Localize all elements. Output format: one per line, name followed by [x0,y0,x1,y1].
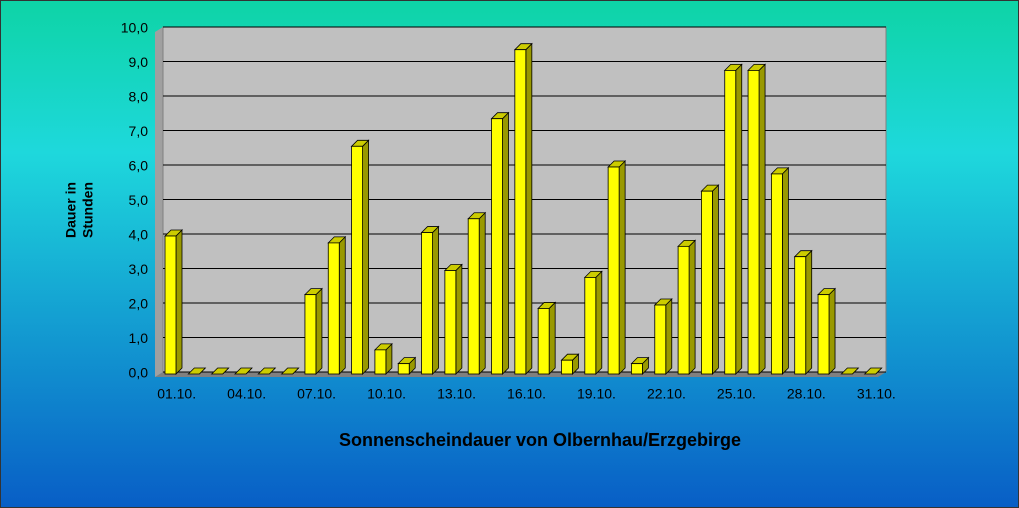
x-tick-label: 04.10. [227,386,266,402]
x-tick-label: 13.10. [437,386,476,402]
bar-side [362,139,369,375]
bar-top [210,367,230,375]
bar-side [781,166,789,375]
bar [444,270,457,375]
bar-side [595,270,603,375]
bar [304,294,317,375]
x-tick-label: 22.10. [647,386,686,402]
bar-side [688,239,696,375]
y-tick-label: 2,0 [129,296,149,312]
bar-side [712,184,719,375]
bar-side [175,229,183,375]
bar [584,276,597,375]
x-tick-label: 10.10. [367,386,406,402]
bar [607,166,620,375]
bar [561,359,573,375]
bar [631,363,643,375]
x-tick-label: 28.10. [787,386,826,402]
bar [677,245,690,375]
y-tick-label: 1,0 [129,330,149,346]
chart-title: Sonnenscheindauer von Olbernhau/Erzgebir… [339,430,741,450]
y-tick-label: 6,0 [129,158,149,174]
bar-side [828,287,836,375]
y-tick-label: 5,0 [129,192,149,208]
y-tick-label: 7,0 [129,123,149,139]
bar-side [338,235,346,375]
x-tick-label: 19.10. [577,386,616,402]
y-tick-label: 10,0 [121,20,148,36]
bar-side [805,249,813,375]
side-wall [155,27,163,377]
bar [701,190,713,375]
bar-side [735,63,743,375]
bar [351,145,363,375]
bar [491,118,503,375]
bar [724,70,737,375]
x-tick-label: 07.10. [297,386,336,402]
bar [817,294,830,375]
x-tick-label: 25.10. [717,386,756,402]
bar-top [257,367,277,375]
bar-top [187,367,207,375]
y-axis-title: Dauer in Stunden [63,182,96,238]
bar [327,242,340,375]
x-tick-label: 31.10. [857,386,896,402]
bar [467,218,480,375]
bar [374,349,387,375]
bar-side [665,298,673,375]
y-tick-label: 0,0 [129,365,149,381]
bar-side [315,287,323,375]
bar-top [234,367,253,375]
bar-top [280,367,300,375]
bar [421,232,433,375]
x-tick-label: 01.10. [157,386,196,402]
bar [397,363,410,375]
y-tick-label: 8,0 [129,89,149,105]
bar [514,49,527,375]
bar [794,256,807,375]
bar [164,235,177,375]
bar-side [525,42,533,375]
y-axis-title-line: Dauer in [63,182,79,238]
y-axis-title-line: Stunden [80,182,96,238]
bar-top [863,367,883,375]
bar-side [618,160,626,375]
bar-side [548,301,556,375]
bar-side [502,111,509,375]
bar [654,304,667,375]
bar-side [478,211,486,375]
bar-top [840,367,860,375]
bar-side [455,263,463,375]
y-tick-label: 9,0 [129,54,149,70]
x-tick-label: 16.10. [507,386,546,402]
bar-side [432,225,439,375]
bar [770,173,783,375]
y-tick-label: 4,0 [129,227,149,243]
y-tick-label: 3,0 [129,261,149,277]
bar [537,308,550,375]
bar [747,70,760,375]
bar-side [758,63,766,375]
